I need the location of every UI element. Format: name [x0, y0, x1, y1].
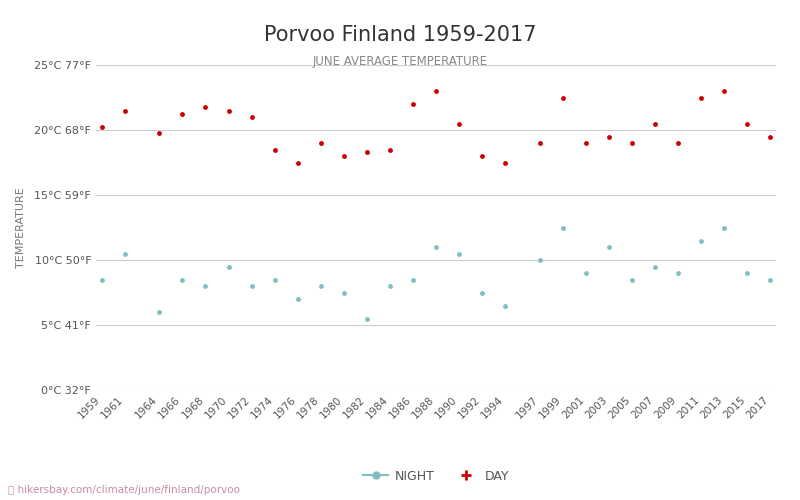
NIGHT [454, 250, 464, 256]
Text: 🔍 hikersbay.com/climate/june/finland/porvoo: 🔍 hikersbay.com/climate/june/finland/por… [8, 485, 240, 495]
Y-axis label: TEMPERATURE: TEMPERATURE [16, 187, 26, 268]
Legend: NIGHT, DAY: NIGHT, DAY [358, 465, 514, 488]
NIGHT [178, 276, 187, 282]
Text: Porvoo Finland 1959-2017: Porvoo Finland 1959-2017 [264, 25, 536, 45]
DAY [178, 112, 187, 117]
NIGHT [766, 276, 775, 282]
Text: JUNE AVERAGE TEMPERATURE: JUNE AVERAGE TEMPERATURE [313, 55, 487, 68]
NIGHT [97, 276, 106, 282]
DAY [454, 120, 464, 126]
Line: DAY: DAY [99, 88, 773, 165]
DAY [766, 134, 775, 140]
DAY [97, 124, 106, 130]
Line: NIGHT: NIGHT [99, 225, 773, 321]
